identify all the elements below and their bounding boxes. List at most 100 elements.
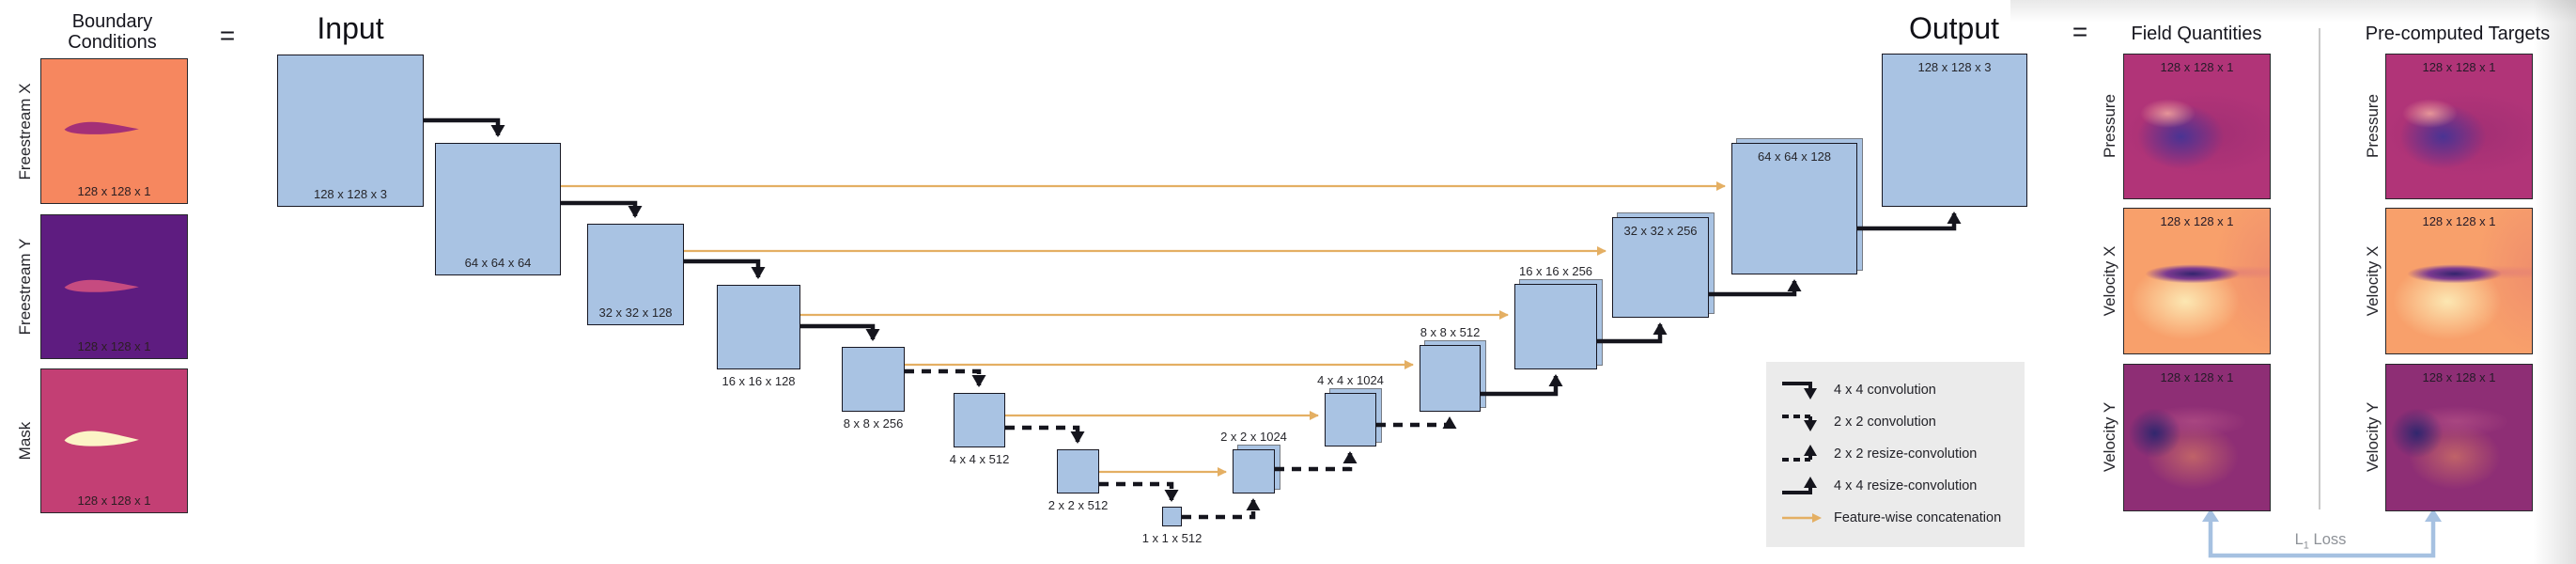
input-title: Input xyxy=(317,11,384,45)
airfoil-shape xyxy=(64,279,139,292)
boundary-conditions-title: Boundary Conditions xyxy=(68,11,157,53)
dims-label: 128 x 128 x 1 xyxy=(2160,60,2234,74)
mask-label: Mask xyxy=(16,421,34,461)
block-dims-label: 32 x 32 x 128 xyxy=(598,306,673,320)
column-divider xyxy=(2319,28,2320,509)
block-dims-label: 32 x 32 x 256 xyxy=(1623,224,1698,238)
block-dims-label: 128 x 128 x 3 xyxy=(313,187,388,201)
conv-2x2-arrows xyxy=(905,368,1179,502)
conv-arrow xyxy=(561,200,643,218)
resize-conv-4x4-arrows xyxy=(1481,212,1962,397)
legend-item: 2 x 2 resize-convolution xyxy=(1779,438,2025,470)
decoder-block-4: 4 x 4 x 1024 xyxy=(1317,373,1384,446)
legend-label: 4 x 4 resize-convolution xyxy=(1834,478,1978,494)
dims-label: 128 x 128 x 1 xyxy=(2422,214,2496,228)
velocity-x-label: Velocity X xyxy=(2101,245,2118,317)
block-dims-label: 2 x 2 x 512 xyxy=(1047,498,1109,512)
freestream-x-label: Freestream X xyxy=(16,83,34,180)
input-block: 128 x 128 x 3 xyxy=(277,55,424,207)
l1-loss-label: L1 Loss xyxy=(2245,531,2396,551)
conv-arrow xyxy=(800,323,880,341)
decoder-block-2: 2 x 2 x 1024 xyxy=(1220,430,1287,494)
skip-connection-lines xyxy=(561,181,1726,477)
block-dims-label: 16 x 16 x 256 xyxy=(1518,264,1593,278)
legend-box: 4 x 4 convolution 2 x 2 convolution 2 x … xyxy=(1766,362,2025,547)
field-velocity-x-image: 128 x 128 x 1 xyxy=(2123,208,2271,354)
dims-label: 128 x 128 x 1 xyxy=(2422,370,2496,384)
pressure-label: Pressure xyxy=(2101,93,2118,159)
velocity-y-label: Velocity Y xyxy=(2101,401,2118,473)
legend-label: 4 x 4 convolution xyxy=(1834,383,1936,398)
mask-image: 128 x 128 x 1 xyxy=(40,368,188,513)
legend-item: Feature-wise concatenation xyxy=(1779,502,2025,534)
freestream-y-label: Freestream Y xyxy=(16,238,34,336)
encoder-block-4: 4 x 4 x 512 xyxy=(950,393,1009,466)
loss-base: L xyxy=(2294,531,2304,548)
solid-elbow-up-arrow-icon xyxy=(1782,477,1817,494)
decoder-block-16: 16 x 16 x 256 xyxy=(1514,264,1603,369)
block-dims-label: 8 x 8 x 256 xyxy=(843,416,904,431)
encoder-block-8: 8 x 8 x 256 xyxy=(842,347,905,431)
conv-arrow xyxy=(684,258,766,279)
airfoil-shape xyxy=(64,122,139,135)
dims-label: 128 x 128 x 1 xyxy=(77,494,151,508)
target-velocity-x-image: 128 x 128 x 1 xyxy=(2385,208,2533,354)
resize-arrow-dashed xyxy=(1376,416,1457,429)
pre-computed-targets-title: Pre-computed Targets xyxy=(2365,24,2551,44)
dims-label: 128 x 128 x 1 xyxy=(2160,370,2234,384)
conv-arrow xyxy=(424,118,505,137)
field-quantities-title: Field Quantities xyxy=(2131,24,2262,44)
resize-arrow xyxy=(1709,279,1802,297)
decoder-block-64: 64 x 64 x 128 xyxy=(1731,137,1863,274)
equals-sign-left: = xyxy=(219,21,236,50)
conv-arrow-dashed xyxy=(1005,425,1085,444)
block-dims-label: 64 x 64 x 64 xyxy=(464,256,532,270)
solid-elbow-down-arrow-icon xyxy=(1782,382,1817,400)
conv-arrow-dashed xyxy=(1099,481,1179,502)
conv-4x4-arrows xyxy=(424,118,880,341)
conv-arrow-dashed xyxy=(905,368,986,387)
block-dims-label: 4 x 4 x 512 xyxy=(949,452,1010,466)
resize-arrow xyxy=(1857,212,1962,231)
block-dims-label: 8 x 8 x 512 xyxy=(1420,325,1481,339)
loss-subscript: 1 xyxy=(2303,540,2309,552)
legend-item: 4 x 4 convolution xyxy=(1779,374,2025,406)
dashed-up-arrow-icon xyxy=(1782,445,1817,462)
legend-item: 4 x 4 resize-convolution xyxy=(1779,470,2025,502)
freestream-x-image: 128 x 128 x 1 xyxy=(40,58,188,204)
resize-arrow-dashed xyxy=(1182,498,1261,520)
encoder-block-32: 32 x 32 x 128 xyxy=(587,224,684,325)
encoder-block-16: 16 x 16 x 128 xyxy=(717,285,800,388)
block-dims-label: 2 x 2 x 1024 xyxy=(1220,430,1287,444)
block-dims-label: 4 x 4 x 1024 xyxy=(1317,373,1384,387)
legend-label: 2 x 2 convolution xyxy=(1834,415,1936,430)
decoder-block-32: 32 x 32 x 256 xyxy=(1612,212,1715,318)
dims-label: 128 x 128 x 1 xyxy=(77,184,151,198)
pressure-label: Pressure xyxy=(2364,93,2382,159)
freestream-y-image: 128 x 128 x 1 xyxy=(40,214,188,359)
output-block: 128 x 128 x 3 xyxy=(1882,54,2027,207)
loss-rest: Loss xyxy=(2313,531,2347,548)
legend-label: 2 x 2 resize-convolution xyxy=(1834,446,1978,462)
velocity-y-label: Velocity Y xyxy=(2364,401,2382,473)
velocity-x-label: Velocity X xyxy=(2364,245,2382,317)
dashed-down-arrow-icon xyxy=(1782,415,1817,431)
target-velocity-y-image: 128 x 128 x 1 xyxy=(2385,364,2533,511)
output-title: Output xyxy=(1908,11,2000,45)
encoder-block-64: 64 x 64 x 64 xyxy=(435,143,561,275)
resize-arrow-dashed xyxy=(1275,451,1358,472)
airfoil-shape xyxy=(64,431,139,446)
field-velocity-y-image: 128 x 128 x 1 xyxy=(2123,364,2271,511)
dims-label: 128 x 128 x 1 xyxy=(2160,214,2234,228)
l1-loss-bracket xyxy=(2202,509,2442,558)
equals-sign-right: = xyxy=(2072,17,2088,46)
bottleneck-block-1: 1 x 1 x 512 xyxy=(1142,507,1202,545)
encoder-block-2: 2 x 2 x 512 xyxy=(1048,449,1108,512)
orange-right-arrow-icon xyxy=(1782,513,1822,523)
block-dims-label: 128 x 128 x 3 xyxy=(1917,60,1992,74)
block-dims-label: 64 x 64 x 128 xyxy=(1757,149,1832,164)
resize-arrow xyxy=(1597,322,1668,344)
legend-label: Feature-wise concatenation xyxy=(1834,510,2002,525)
